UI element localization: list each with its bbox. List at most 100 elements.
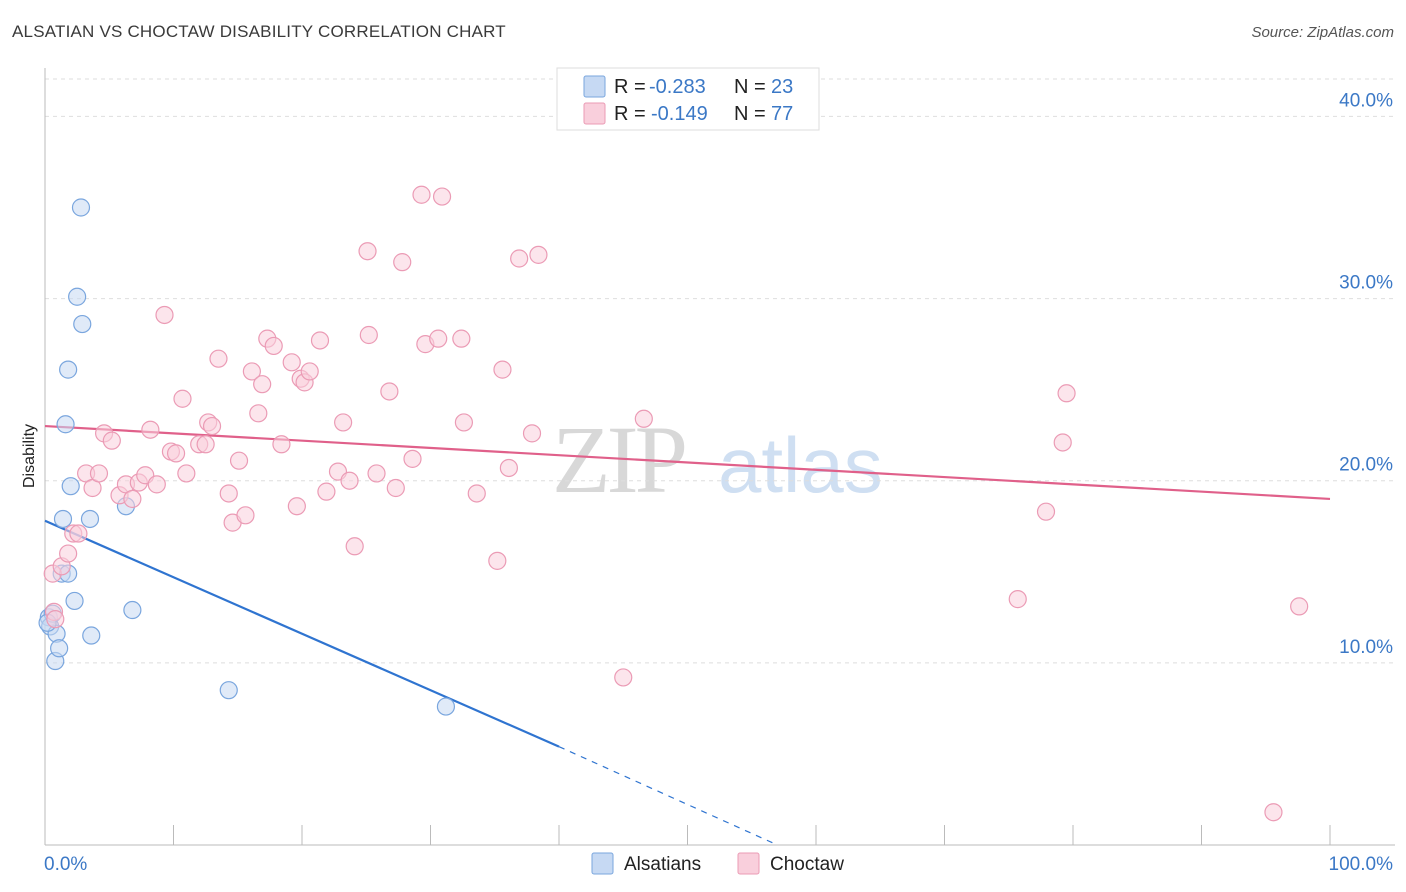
point-choctaw-72 — [1008, 590, 1027, 609]
point-choctaw-32 — [236, 506, 255, 525]
watermark: ZIP atlas — [552, 406, 883, 513]
point-alsatians-21 — [436, 697, 456, 716]
point-alsatians-15 — [73, 314, 92, 334]
point-choctaw-63 — [488, 551, 507, 570]
trend-lines — [44, 424, 1331, 846]
x-tick-label-1: 100.0% — [1329, 854, 1394, 875]
point-choctaw-54 — [393, 253, 412, 272]
point-choctaw-2 — [46, 610, 65, 629]
point-choctaw-75 — [1057, 384, 1076, 403]
point-choctaw-62 — [467, 484, 486, 503]
legend-r-label-alsatians: R = — [614, 76, 646, 98]
trend-line-alsatians — [44, 519, 560, 748]
trend-line-alsatians-extension — [558, 746, 778, 846]
point-alsatians-9 — [59, 360, 78, 379]
point-choctaw-64 — [493, 360, 512, 379]
point-choctaw-69 — [358, 242, 377, 261]
point-alsatians-8 — [56, 415, 75, 434]
chart-source: Source: ZipAtlas.com — [1251, 24, 1394, 41]
point-choctaw-45 — [317, 482, 336, 501]
point-choctaw-77 — [1264, 803, 1283, 822]
trend-line-choctaw — [44, 424, 1331, 501]
point-choctaw-74 — [1053, 433, 1072, 452]
legend-r-value-alsatians: -0.283 — [649, 76, 706, 98]
point-choctaw-31 — [229, 451, 249, 470]
point-choctaw-43 — [300, 362, 319, 381]
point-choctaw-23 — [177, 464, 196, 483]
point-choctaw-49 — [345, 537, 364, 556]
point-choctaw-44 — [310, 331, 330, 350]
axes — [44, 68, 1395, 846]
point-alsatians-17 — [82, 626, 101, 645]
y-tick-label-1: 20.0% — [1339, 455, 1393, 476]
point-choctaw-25 — [196, 435, 215, 454]
point-choctaw-27 — [202, 416, 222, 436]
point-choctaw-35 — [253, 375, 272, 394]
point-alsatians-19 — [123, 600, 142, 620]
bottom-legend-swatch-choctaw — [737, 852, 760, 875]
point-choctaw-48 — [340, 471, 359, 490]
point-choctaw-21 — [166, 444, 186, 463]
point-choctaw-39 — [282, 353, 301, 372]
point-choctaw-51 — [367, 464, 386, 483]
point-alsatians-13 — [68, 287, 87, 306]
bottom-legend-label-alsatians: Alsatians — [624, 854, 701, 875]
point-choctaw-60 — [452, 329, 471, 348]
chart-title: ALSATIAN VS CHOCTAW DISABILITY CORRELATI… — [12, 22, 506, 41]
point-choctaw-57 — [412, 185, 431, 204]
point-alsatians-7 — [53, 509, 73, 529]
point-choctaw-28 — [209, 349, 228, 368]
legend-n-label-choctaw: N = — [734, 103, 766, 125]
point-choctaw-53 — [386, 478, 405, 498]
point-choctaw-59 — [432, 187, 452, 206]
legend-n-value-choctaw: 77 — [771, 103, 793, 125]
point-choctaw-76 — [1290, 597, 1309, 616]
legend-n-value-alsatians: 23 — [771, 76, 793, 98]
tick-labels: 10.0% 20.0% 30.0% 40.0% 0.0% 100.0% — [44, 90, 1393, 875]
data-points — [38, 185, 1309, 822]
x-tick-label-0: 0.0% — [44, 854, 87, 875]
legend-r-value-choctaw: -0.149 — [651, 103, 708, 125]
point-choctaw-38 — [272, 435, 291, 454]
legend-swatch-alsatians — [583, 75, 606, 98]
point-choctaw-18 — [147, 475, 166, 494]
point-choctaw-6 — [69, 524, 88, 543]
point-choctaw-17 — [141, 420, 160, 439]
y-tick-label-0: 10.0% — [1339, 637, 1393, 658]
y-tick-label-2: 30.0% — [1339, 273, 1393, 294]
point-choctaw-70 — [614, 668, 633, 687]
y-axis-label: Disability — [21, 424, 38, 488]
point-choctaw-68 — [529, 245, 548, 264]
point-choctaw-67 — [522, 424, 542, 443]
point-alsatians-11 — [61, 477, 80, 496]
point-choctaw-22 — [173, 389, 192, 408]
point-choctaw-40 — [287, 497, 306, 516]
legend-n-label-alsatians: N = — [734, 76, 766, 98]
point-alsatians-12 — [65, 591, 84, 611]
point-choctaw-47 — [334, 413, 353, 432]
legend: R = -0.283 N = 23 R = -0.149 N = 77 — [556, 67, 820, 131]
y-tick-label-3: 40.0% — [1339, 90, 1393, 111]
bottom-legend-label-choctaw: Choctaw — [770, 854, 844, 875]
legend-r-label-choctaw: R = — [614, 103, 646, 125]
bottom-legend-swatch-alsatians — [591, 852, 614, 875]
point-choctaw-71 — [634, 409, 653, 428]
point-alsatians-14 — [71, 198, 91, 217]
point-choctaw-55 — [403, 449, 422, 468]
point-choctaw-11 — [102, 431, 121, 450]
point-alsatians-20 — [219, 681, 238, 700]
point-choctaw-50 — [359, 325, 378, 345]
bottom-legend: Alsatians Choctaw — [591, 852, 844, 875]
legend-swatch-choctaw — [583, 102, 606, 125]
point-choctaw-65 — [499, 458, 518, 478]
point-alsatians-5 — [50, 639, 69, 658]
point-choctaw-14 — [123, 489, 142, 509]
point-choctaw-29 — [219, 484, 238, 503]
point-alsatians-16 — [80, 509, 100, 529]
point-choctaw-9 — [89, 464, 109, 483]
point-choctaw-34 — [249, 404, 268, 423]
point-choctaw-52 — [380, 382, 399, 401]
point-choctaw-58 — [429, 329, 448, 348]
point-choctaw-4 — [59, 544, 78, 563]
